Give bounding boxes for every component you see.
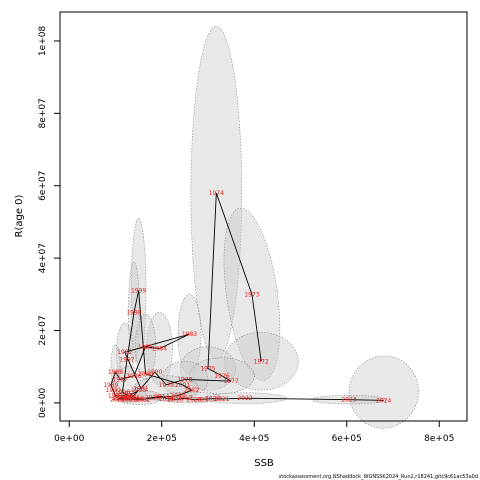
year-label: 1992: [122, 393, 137, 400]
year-label: 2008: [112, 395, 127, 402]
year-label: 1976: [214, 373, 229, 380]
year-label: 1980: [147, 369, 162, 376]
footer-source: stockassessment.org,NShaddock_WGNSSK2024…: [279, 474, 478, 480]
year-label: 1988: [108, 369, 123, 376]
x-tick-label: 4e+05: [239, 434, 269, 444]
year-label: 1977: [223, 378, 238, 385]
year-label: 1979: [159, 382, 174, 389]
year-label: 1987: [112, 376, 127, 383]
y-tick-label: 8e+07: [38, 98, 48, 128]
year-label: 2003: [170, 393, 185, 400]
trajectory-line: [110, 192, 384, 401]
year-label: 2011: [129, 396, 144, 403]
year-label: 2020: [205, 396, 220, 403]
year-label: 2012: [136, 396, 151, 403]
year-label: 1993: [131, 387, 146, 394]
year-label: 2002: [184, 387, 199, 394]
year-label: 2017: [177, 395, 192, 402]
year-label: 1978: [177, 376, 192, 383]
year-label: 1984: [152, 346, 167, 353]
year-label: 2000: [138, 371, 153, 378]
year-label: 1997: [119, 356, 134, 363]
year-label: 2024: [376, 397, 391, 404]
x-tick-label: 8e+05: [424, 434, 454, 444]
y-axis-title: R(age 0): [14, 194, 25, 237]
year-label: 2019: [193, 396, 208, 403]
x-axis-title: SSB: [254, 458, 274, 469]
year-label: 1998: [126, 309, 141, 316]
year-label: 1995: [117, 391, 132, 398]
year-label: 1999: [131, 288, 146, 295]
year-label: 1986: [126, 373, 141, 380]
year-label: 1972: [254, 358, 269, 365]
year-label: 2022: [237, 395, 252, 402]
y-tick-label: 1e+08: [38, 26, 48, 57]
year-label: 2007: [110, 396, 125, 403]
year-label: 2015: [159, 396, 174, 403]
year-label: 1991: [108, 393, 123, 400]
y-tick-label: 4e+07: [38, 243, 48, 273]
year-label: 1974: [209, 190, 224, 197]
year-label: 2004: [133, 396, 148, 403]
year-label: 2016: [168, 396, 183, 403]
year-label: 2023: [341, 397, 356, 404]
year-label: 1973: [244, 291, 259, 298]
year-label: 2006: [112, 396, 127, 403]
year-label: 2018: [186, 397, 201, 404]
trajectory-path: [110, 192, 384, 401]
year-label: 1983: [182, 331, 197, 338]
y-tick-label: 6e+07: [38, 171, 48, 201]
year-label: 1981: [133, 385, 148, 392]
year-label: 2010: [122, 396, 137, 403]
year-label: 2009: [119, 395, 134, 402]
year-label: 2005: [117, 396, 132, 403]
year-label: 1994: [124, 394, 139, 401]
y-tick-label: 2e+07: [38, 315, 48, 345]
x-tick-label: 6e+05: [332, 434, 362, 444]
year-label: 1989: [103, 382, 118, 389]
year-label: 1975: [200, 366, 215, 373]
y-axis: 0e+00 2e+07 4e+07 6e+07 8e+07 1e+08: [38, 26, 61, 419]
x-axis: 0e+00 2e+05 4e+05 6e+05 8e+05: [54, 420, 454, 444]
year-label: 2001: [175, 382, 190, 389]
year-label: 1985: [138, 344, 153, 351]
year-label: 1982: [117, 349, 132, 356]
x-tick-label: 2e+05: [147, 434, 177, 444]
year-label: 2014: [154, 393, 169, 400]
year-label: 2021: [214, 396, 229, 403]
confidence-ellipse: [348, 355, 419, 429]
year-label: 1990: [106, 387, 121, 394]
year-label: 1996: [115, 389, 130, 396]
confidence-ellipse: [133, 375, 200, 402]
year-label: 2013: [145, 394, 160, 401]
y-tick-label: 0e+00: [38, 388, 48, 419]
x-tick-label: 0e+00: [54, 434, 85, 444]
